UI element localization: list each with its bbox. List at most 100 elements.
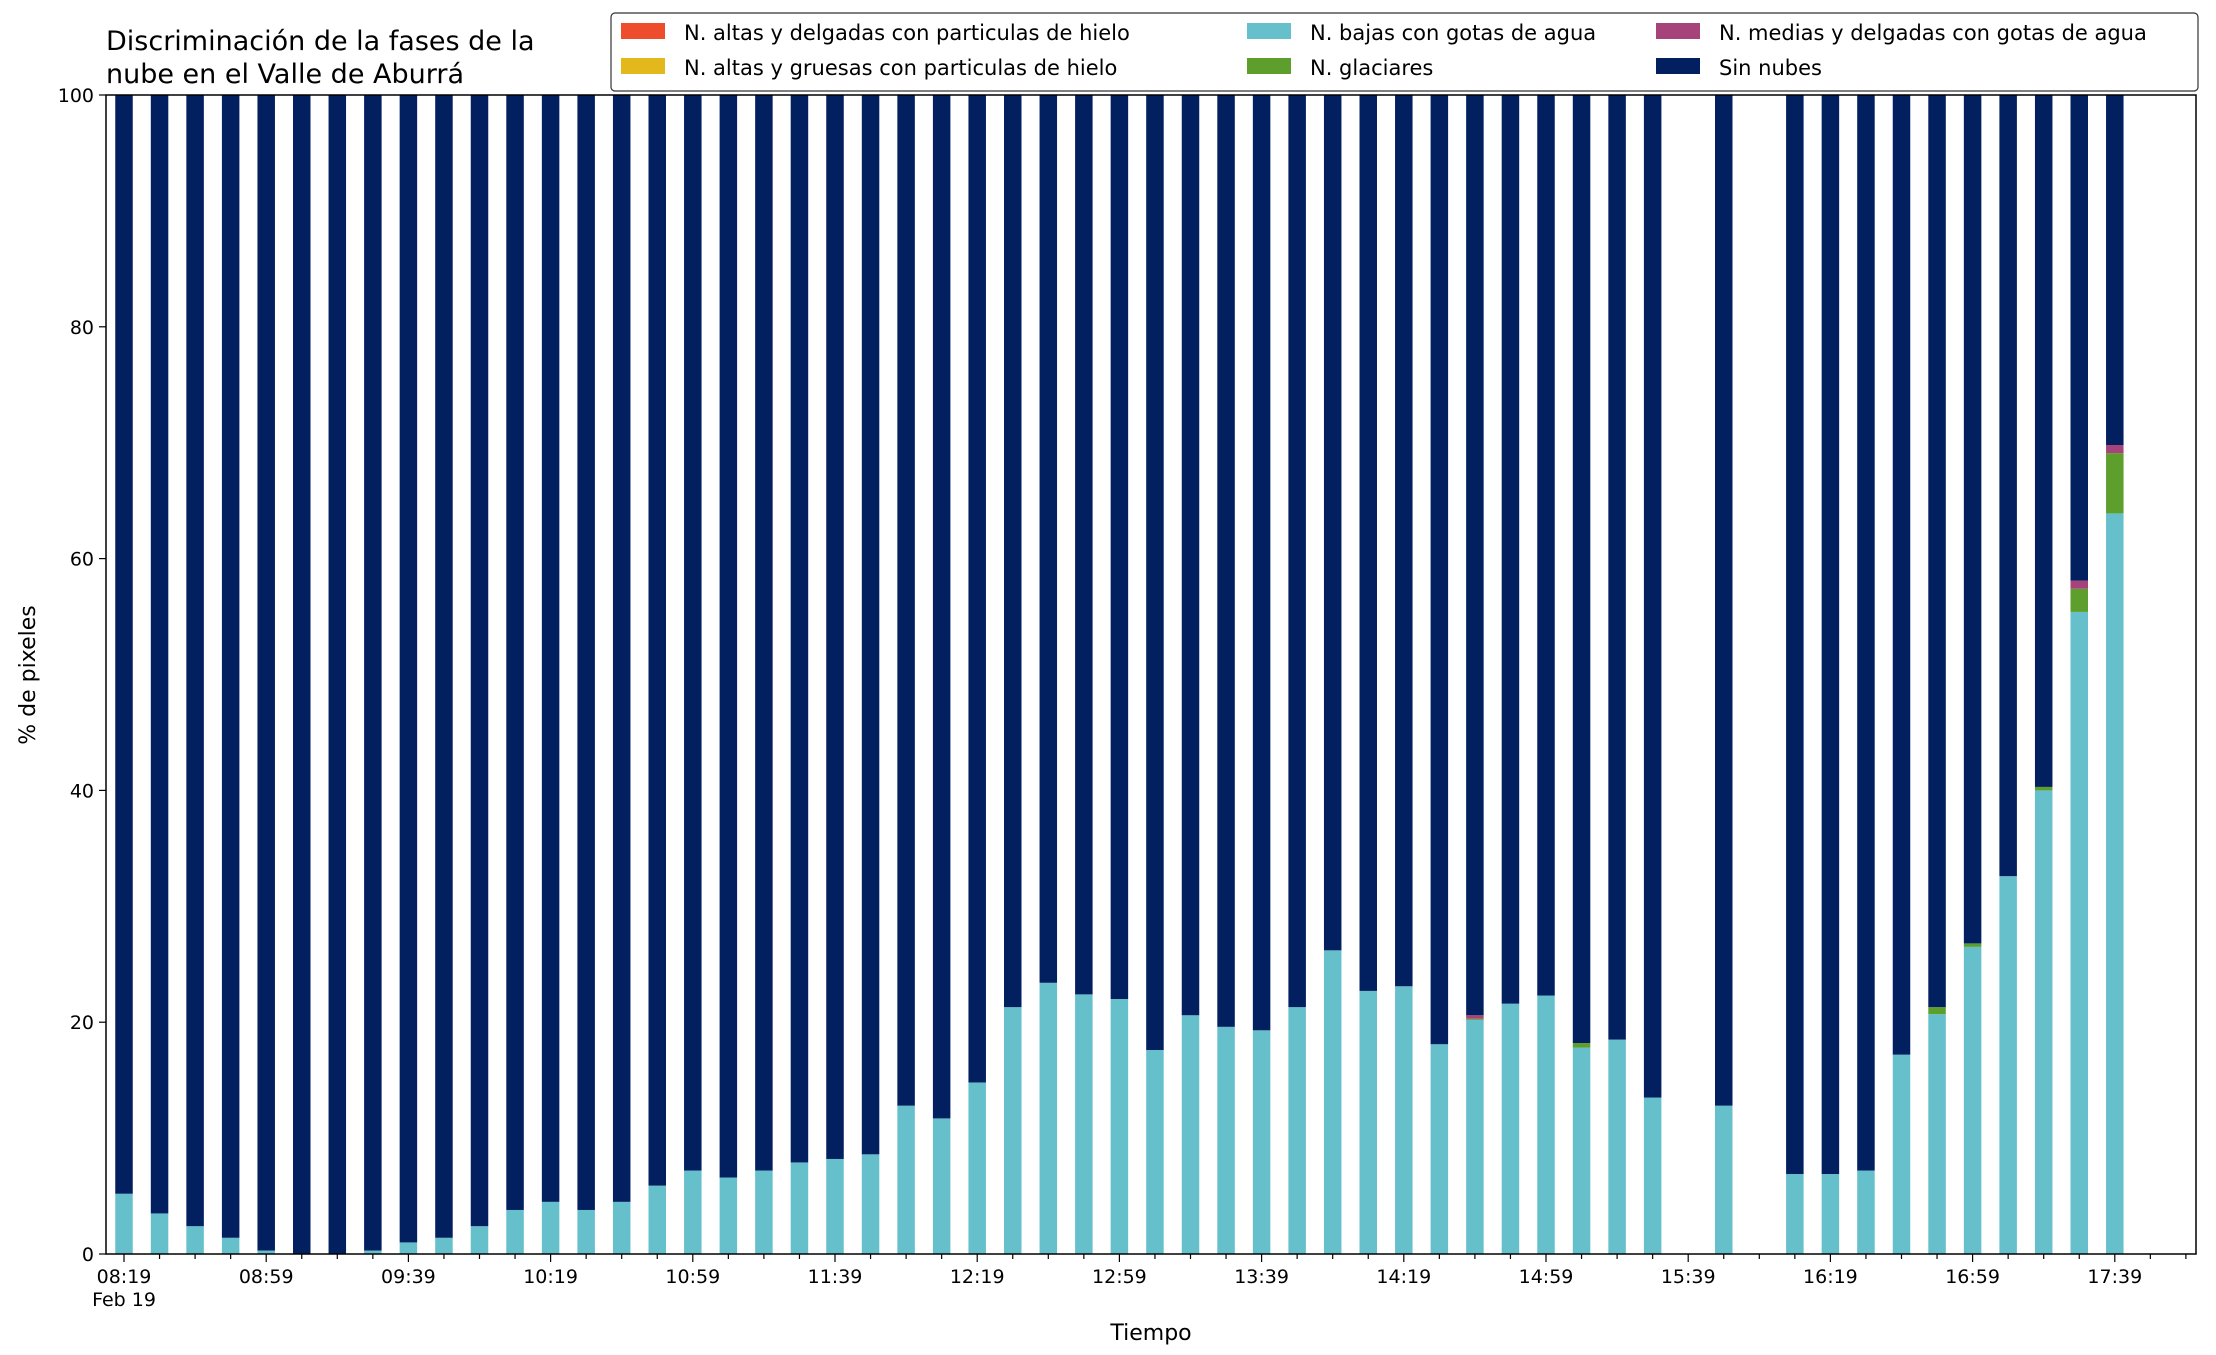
bar-segment-2-15	[648, 1185, 666, 1254]
legend-swatch-0	[621, 23, 665, 39]
bar-segment-2-7	[364, 1250, 382, 1254]
bar-segment-5-41	[1572, 95, 1591, 1044]
bar-segment-2-36	[1395, 986, 1413, 1254]
y-axis-label: % de pixeles	[16, 605, 41, 744]
bar-segment-3-55	[2070, 588, 2088, 612]
bar-segment-2-37	[1430, 1044, 1449, 1254]
bar-segment-5-27	[1075, 95, 1093, 995]
x-tick-label: 10:59	[665, 1266, 720, 1288]
bar-segment-5-37	[1430, 95, 1449, 1045]
bar-segment-2-56	[2106, 513, 2124, 1254]
bar-segment-2-0	[115, 1193, 133, 1254]
bar-segment-3-52	[1963, 943, 1982, 947]
bar-segment-5-14	[612, 95, 631, 1202]
bar-segment-5-5	[293, 95, 311, 1254]
bar-segment-2-28	[1110, 999, 1129, 1254]
x-tick-label: 11:39	[808, 1266, 863, 1288]
x-tick-label: 14:19	[1376, 1266, 1431, 1288]
bar-segment-2-49	[1857, 1170, 1875, 1254]
bar-segment-2-51	[1928, 1014, 1946, 1254]
bar-segment-2-13	[577, 1209, 595, 1254]
x-tick-label: 08:19	[97, 1266, 152, 1288]
bar-segment-3-56	[2106, 453, 2124, 514]
bar-segment-2-10	[470, 1226, 489, 1254]
bar-segment-3-38	[1466, 1018, 1484, 1020]
y-tick-label: 60	[70, 549, 94, 571]
bar-segment-2-35	[1359, 990, 1377, 1254]
bar-segment-5-40	[1537, 95, 1555, 996]
bar-segment-2-9	[435, 1237, 453, 1254]
legend-swatch-4	[1656, 23, 1700, 39]
bar-segment-2-40	[1537, 995, 1555, 1254]
y-tick-label: 100	[58, 85, 94, 107]
bar-segment-2-43	[1643, 1097, 1662, 1254]
bar-segment-2-22	[897, 1105, 915, 1254]
bars-group	[115, 95, 2124, 1254]
bar-segment-5-26	[1039, 95, 1058, 983]
bar-segment-5-33	[1288, 95, 1306, 1008]
x-tick-label: 16:19	[1803, 1266, 1858, 1288]
bar-segment-3-54	[2034, 786, 2053, 791]
bar-segment-5-53	[1999, 95, 2017, 877]
bar-segment-5-1	[150, 95, 169, 1214]
bar-segment-2-14	[612, 1201, 631, 1254]
bar-segment-5-10	[470, 95, 489, 1227]
x-tick-label: 12:59	[1092, 1266, 1147, 1288]
y-tick-label: 80	[70, 317, 94, 339]
legend-label-5: Sin nubes	[1719, 56, 1822, 80]
bar-segment-5-49	[1857, 95, 1875, 1171]
axis-ticks-group: 0 20 40 60 80 100 08:19 08:59 09:39 10:19 10:59 11:…	[58, 85, 2187, 1311]
bar-segment-2-8	[399, 1242, 418, 1254]
bar-segment-5-30	[1181, 95, 1200, 1016]
bar-segment-5-35	[1359, 95, 1377, 991]
legend-label-3: N. glaciares	[1310, 56, 1433, 80]
bar-segment-2-41	[1572, 1047, 1591, 1254]
x-tick-label: 10:19	[523, 1266, 578, 1288]
bar-segment-5-48	[1821, 95, 1840, 1175]
bar-segment-5-9	[435, 95, 453, 1238]
bar-segment-5-32	[1252, 95, 1271, 1031]
bar-segment-2-19	[790, 1162, 809, 1254]
x-tick-label: 16:59	[1945, 1266, 2000, 1288]
legend-label-4: N. medias y delgadas con gotas de agua	[1719, 21, 2147, 45]
bar-segment-2-39	[1501, 1003, 1520, 1254]
bar-segment-5-16	[684, 95, 702, 1171]
bar-segment-2-21	[861, 1154, 880, 1254]
bar-segment-5-28	[1110, 95, 1129, 1000]
bar-segment-5-11	[506, 95, 524, 1210]
bar-segment-5-17	[719, 95, 738, 1178]
bar-segment-5-3	[221, 95, 240, 1238]
bar-segment-5-21	[861, 95, 880, 1155]
bar-segment-5-15	[648, 95, 666, 1186]
bar-segment-2-25	[1004, 1007, 1022, 1254]
bar-segment-4-56	[2106, 445, 2124, 454]
bar-segment-5-42	[1608, 95, 1626, 1040]
bar-segment-2-45	[1715, 1105, 1733, 1254]
x-tick-label: 08:59	[239, 1266, 294, 1288]
bar-segment-2-55	[2070, 611, 2088, 1254]
bar-segment-5-45	[1715, 95, 1733, 1106]
bar-segment-2-2	[186, 1226, 204, 1254]
bar-segment-5-13	[577, 95, 595, 1210]
bar-segment-2-48	[1821, 1174, 1840, 1254]
bar-segment-5-2	[186, 95, 204, 1227]
bar-segment-2-3	[221, 1237, 240, 1254]
bar-segment-5-8	[399, 95, 418, 1243]
bar-segment-2-32	[1252, 1030, 1271, 1254]
bar-segment-3-51	[1928, 1007, 1946, 1015]
bar-segment-5-39	[1501, 95, 1520, 1004]
bar-segment-5-22	[897, 95, 915, 1106]
legend-swatch-1	[621, 58, 665, 74]
bar-segment-2-17	[719, 1177, 738, 1254]
bar-segment-5-36	[1395, 95, 1413, 987]
y-tick-label: 0	[82, 1244, 94, 1266]
bar-segment-5-31	[1217, 95, 1235, 1027]
bar-segment-2-42	[1608, 1039, 1626, 1254]
bar-segment-2-50	[1892, 1054, 1911, 1254]
bar-segment-2-1	[150, 1213, 169, 1254]
bar-segment-5-29	[1146, 95, 1164, 1051]
axes-frame	[105, 94, 2197, 1255]
bar-segment-2-31	[1217, 1026, 1235, 1254]
bar-segment-3-41	[1572, 1043, 1591, 1048]
